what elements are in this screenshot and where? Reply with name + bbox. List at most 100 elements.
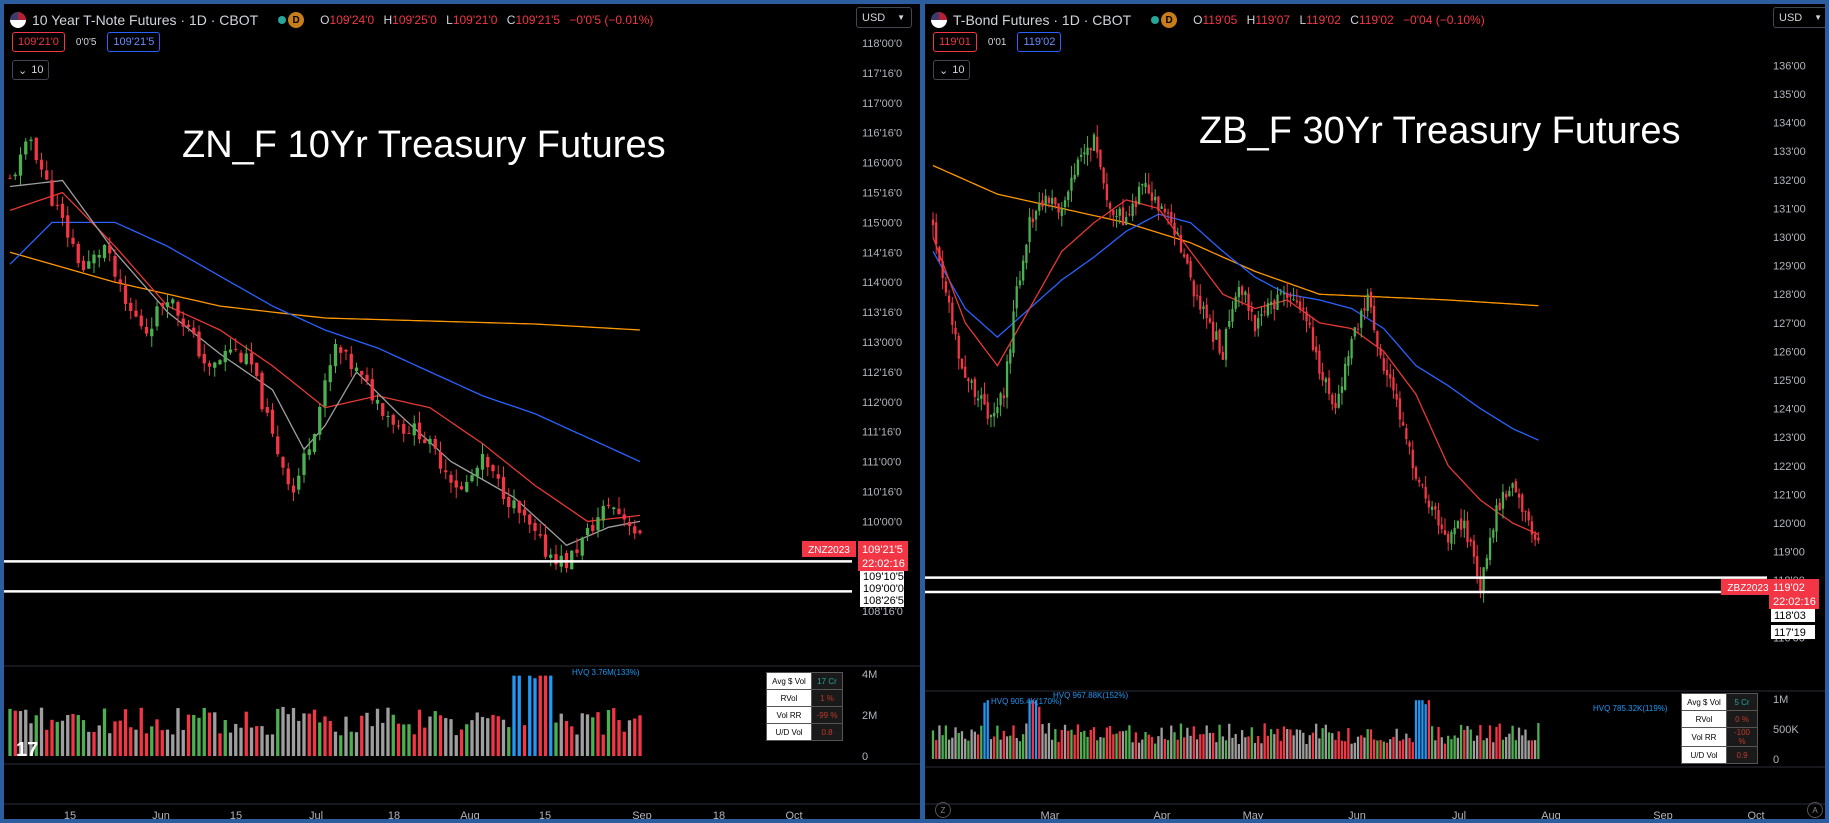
volume-bar (1289, 729, 1292, 759)
candle-body (1199, 295, 1202, 310)
candle-body (407, 433, 411, 435)
stats-row: Vol RR -99 % (766, 706, 843, 724)
candle-body (276, 436, 280, 455)
price-chart-left[interactable]: 118'00'0 117'16'0 117'00'0 116'16'0 116'00'0… (4, 4, 920, 819)
candle-body (1356, 328, 1360, 330)
volume-bar (1224, 740, 1228, 759)
volume-bar (402, 724, 406, 756)
volume-bar (375, 708, 380, 756)
y-tick-label: 134'00 (1773, 118, 1806, 130)
sell-price-button[interactable]: 119'01 (933, 32, 977, 52)
volume-bar (8, 708, 12, 756)
y-tick-label: 133'00 (1773, 146, 1806, 158)
candle-body (1308, 322, 1311, 325)
bid-ask-row: 119'01 0'01 119'02 (933, 32, 1062, 52)
volume-bar (989, 739, 993, 759)
candle-body (1009, 349, 1012, 364)
volume-bar (1424, 704, 1427, 759)
last-price: 109'21'5 (862, 544, 903, 556)
volume-bar (1524, 729, 1527, 759)
volume-bar (1038, 706, 1041, 759)
x-tick-label: 15 (64, 810, 76, 819)
candle-body (1318, 350, 1321, 374)
candle-body (612, 507, 616, 510)
volume-bar (1340, 740, 1344, 759)
candle-body (1131, 203, 1134, 217)
chart-pane-left[interactable]: 10 Year T-Note Futures · 1D · CBOT D O10… (4, 4, 920, 819)
candle-body (1360, 310, 1363, 328)
candle-body (1424, 486, 1427, 499)
volume-bar (606, 710, 611, 756)
volume-bar (1244, 737, 1247, 759)
candle-body (989, 414, 993, 418)
indicator-toggle[interactable]: ⌄ 10 (12, 60, 50, 80)
candle-body (1340, 386, 1344, 393)
volume-bar (1324, 724, 1327, 759)
buy-price-button[interactable]: 119'02 (1017, 32, 1062, 52)
candle-body (1344, 363, 1347, 390)
candle-body (438, 451, 443, 469)
candle-body (549, 554, 553, 558)
y-tick-label: 127'00 (1773, 318, 1806, 330)
candle-body (155, 306, 159, 327)
candle-body (543, 534, 548, 557)
candle-body (165, 302, 170, 308)
currency-selector[interactable]: USD ▼ (1773, 7, 1825, 28)
candle-body (118, 279, 122, 283)
candle-body (1286, 292, 1289, 299)
volume-bar (118, 720, 122, 756)
candle-body (470, 475, 474, 482)
candle-body (1250, 308, 1253, 312)
candle-body (1347, 356, 1350, 366)
volume-bar (207, 712, 212, 756)
volume-bar (1395, 728, 1398, 759)
price-chart-right[interactable]: 136'00 135'00 134'00 133'00 132'00 131'00 130'… (925, 4, 1825, 819)
candle-body (1369, 292, 1373, 308)
candle-body (1524, 510, 1527, 512)
volume-bar (1286, 728, 1289, 759)
level-label: 109'10'5 (863, 571, 904, 583)
volume-bar (39, 707, 44, 756)
volume-bar (1128, 725, 1131, 759)
volume-bar (433, 711, 437, 756)
volume-bar (249, 727, 254, 756)
x-tick-label: Jun (152, 810, 170, 819)
candle-body (160, 303, 164, 307)
buy-price-button[interactable]: 109'21'5 (107, 32, 161, 52)
candle-body (1401, 422, 1405, 426)
symbol-header[interactable]: T-Bond Futures · 1D · CBOT D O119'05 H11… (931, 7, 1491, 33)
volume-bar (1031, 700, 1034, 759)
symbol-header[interactable]: 10 Year T-Note Futures · 1D · CBOT D O10… (10, 7, 659, 33)
tradingview-logo[interactable]: 17 (16, 739, 39, 761)
candle-body (1443, 530, 1447, 535)
candle-body (954, 327, 957, 335)
auto-scale-icon[interactable]: A (1807, 802, 1823, 818)
y-tick-label: 117'00'0 (862, 98, 902, 110)
candle-body (186, 324, 191, 327)
candle-body (354, 367, 359, 372)
zoom-icon[interactable]: Z (935, 802, 951, 818)
candle-body (996, 406, 999, 414)
y-tick-label: 114'00'0 (862, 277, 902, 289)
us-flag-icon (10, 12, 26, 28)
sell-price-button[interactable]: 109'21'0 (12, 32, 65, 52)
candle-body (1163, 208, 1166, 213)
volume-bar (554, 722, 558, 756)
candle-body (297, 475, 301, 490)
candle-body (1302, 307, 1305, 310)
volume-bar (234, 723, 238, 756)
ohlc-low-key: L (446, 13, 453, 27)
candle-body (1382, 358, 1385, 371)
candle-body (1305, 311, 1308, 322)
chart-pane-right[interactable]: T-Bond Futures · 1D · CBOT D O119'05 H11… (925, 4, 1825, 819)
candle-body (947, 295, 951, 303)
volume-bar (1073, 734, 1076, 759)
candle-body (1211, 321, 1215, 342)
volume-bar (1034, 700, 1038, 759)
volume-bar (564, 721, 569, 756)
currency-selector[interactable]: USD ▼ (856, 7, 912, 28)
candle-body (8, 177, 12, 179)
indicator-toggle[interactable]: ⌄ 10 (933, 60, 971, 80)
volume-bar (302, 713, 306, 756)
volume-bar (1218, 724, 1221, 759)
